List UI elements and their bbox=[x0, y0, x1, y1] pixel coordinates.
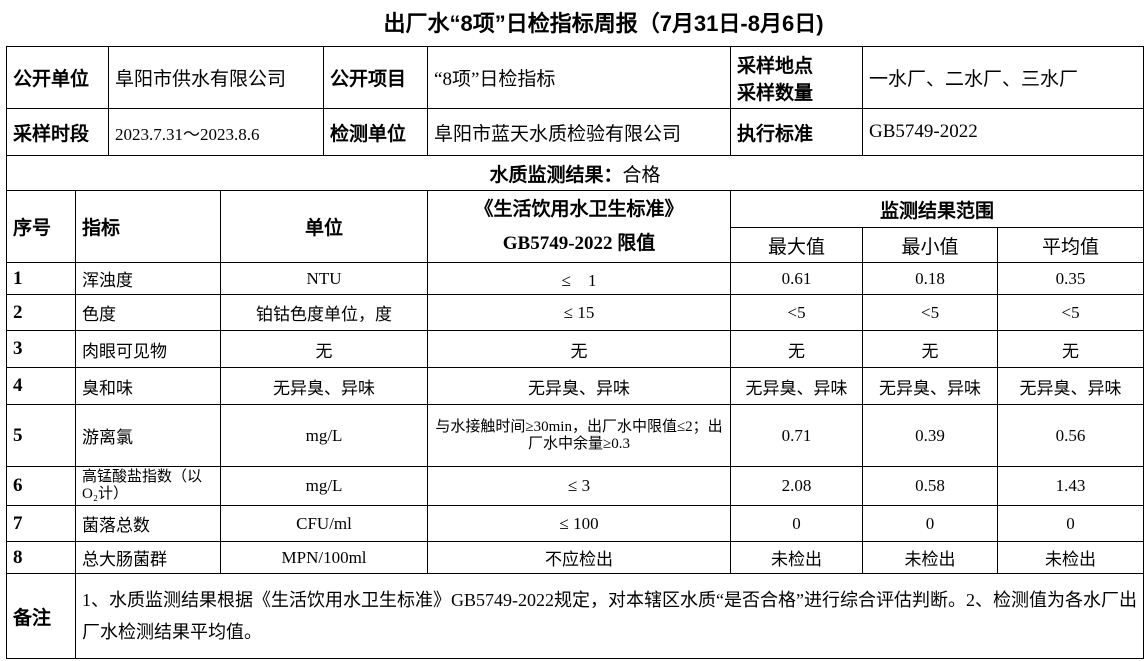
cell-indicator: 肉眼可见物 bbox=[74, 330, 222, 368]
cell-min: 0.39 bbox=[862, 404, 999, 467]
cell-unit: mg/L bbox=[220, 466, 429, 506]
cell-limit: ≤ 100 bbox=[427, 505, 732, 542]
table-row: 7 菌落总数 CFU/ml ≤ 100 0 0 0 bbox=[6, 505, 1145, 542]
item-label: 公开项目 bbox=[323, 46, 429, 109]
table-row: 8 总大肠菌群 MPN/100ml 不应检出 未检出 未检出 未检出 bbox=[6, 541, 1145, 574]
cell-min: 无 bbox=[862, 330, 999, 368]
cell-max: 0.61 bbox=[730, 262, 864, 295]
header-limit: 《生活饮用水卫生标准》 GB5749-2022 限值 bbox=[427, 190, 732, 263]
cell-avg: <5 bbox=[997, 294, 1145, 331]
cell-unit: mg/L bbox=[220, 404, 429, 467]
cell-limit: ≤ 1 bbox=[427, 262, 732, 295]
cell-no: 8 bbox=[6, 541, 76, 574]
cell-avg: 0.35 bbox=[997, 262, 1145, 295]
std-value: GB5749-2022 bbox=[862, 108, 1145, 156]
cell-max: 0.71 bbox=[730, 404, 864, 467]
header-indicator: 指标 bbox=[74, 190, 222, 263]
cell-max: 0 bbox=[730, 505, 864, 542]
header-limit-1: 《生活饮用水卫生标准》 bbox=[474, 198, 684, 220]
result-row: 水质监测结果：合格 bbox=[5, 155, 1145, 191]
cell-unit: CFU/ml bbox=[220, 505, 429, 542]
table-row: 3 肉眼可见物无无无无无 bbox=[6, 330, 1145, 368]
lab-value: 阜阳市蓝天水质检验有限公司 bbox=[427, 108, 732, 156]
unit-value: 阜阳市供水有限公司 bbox=[108, 46, 325, 109]
cell-indicator: 浑浊度 bbox=[74, 262, 222, 295]
table-row: 6 高锰酸盐指数（以O₂计） mg/L ≤ 3 2.08 0.58 1.43 bbox=[6, 466, 1145, 506]
table-row: 2 色度 铂钴色度单位，度 ≤ 15 <5 <5 <5 bbox=[6, 294, 1145, 331]
table-row: 4 臭和味 无异臭、异味 无异臭、异味 无异臭、异味 无异臭、异味 无异臭、异味 bbox=[6, 367, 1145, 405]
cell-indicator: 臭和味 bbox=[74, 367, 222, 405]
lab-label: 检测单位 bbox=[323, 108, 429, 156]
site-label-1: 采样地点 bbox=[737, 55, 814, 77]
cell-avg: 0 bbox=[997, 505, 1145, 542]
cell-min: 0 bbox=[862, 505, 999, 542]
report-table: 公开单位 阜阳市供水有限公司 公开项目 “8项”日检指标 采样地点采样数量 一水… bbox=[5, 46, 1145, 659]
cell-unit: 无异臭、异味 bbox=[220, 367, 429, 405]
cell-avg: 未检出 bbox=[997, 541, 1145, 574]
cell-limit: 不应检出 bbox=[427, 541, 732, 574]
cell-max: 未检出 bbox=[730, 541, 864, 574]
result-label: 水质监测结果： bbox=[489, 164, 623, 186]
header-no: 序号 bbox=[6, 190, 76, 263]
header-limit-2: GB5749-2022 限值 bbox=[502, 232, 656, 254]
cell-indicator: 菌落总数 bbox=[74, 505, 222, 542]
cell-min: <5 bbox=[862, 294, 999, 331]
unit-label: 公开单位 bbox=[5, 46, 110, 109]
cell-no: 2 bbox=[6, 294, 76, 331]
remarks-text: 1、水质监测结果根据《生活饮用水卫生标准》GB5749-2022规定，对本辖区水… bbox=[74, 573, 1145, 659]
cell-no: 1 bbox=[6, 262, 76, 295]
site-label-2: 采样数量 bbox=[737, 82, 814, 104]
cell-min: 0.58 bbox=[862, 466, 999, 506]
cell-max: 无异臭、异味 bbox=[730, 367, 864, 405]
site-label: 采样地点 采样数量 bbox=[730, 46, 864, 109]
cell-unit: 无 bbox=[220, 330, 429, 368]
period-value: 2023.7.31～2023.8.6 bbox=[108, 108, 325, 156]
std-label: 执行标准 bbox=[730, 108, 864, 156]
cell-min: 无异臭、异味 bbox=[862, 367, 999, 405]
header-range: 监测结果范围 bbox=[730, 190, 1145, 228]
cell-limit: 与水接触时间≥30min，出厂水中限值≤2；出厂水中余量≥0.3 bbox=[427, 404, 732, 467]
cell-limit: ≤ 3 bbox=[427, 466, 732, 506]
cell-no: 7 bbox=[6, 505, 76, 542]
result-value: 合格 bbox=[622, 164, 661, 186]
table-row: 5 游离氯 mg/L 与水接触时间≥30min，出厂水中限值≤2；出厂水中余量≥0.3… bbox=[6, 404, 1145, 467]
cell-max: <5 bbox=[730, 294, 864, 331]
cell-avg: 无 bbox=[997, 330, 1145, 368]
cell-indicator: 色度 bbox=[74, 294, 222, 331]
cell-no: 5 bbox=[6, 404, 76, 467]
cell-indicator: 总大肠菌群 bbox=[74, 541, 222, 574]
page-title: 出厂水“8项”日检指标周报（7月31日-8月6日) bbox=[383, 11, 824, 36]
cell-limit: 无异臭、异味 bbox=[427, 367, 732, 405]
cell-unit: 铂钴色度单位，度 bbox=[220, 294, 429, 331]
item-value: “8项”日检指标 bbox=[427, 46, 732, 109]
cell-limit: ≤ 15 bbox=[427, 294, 732, 331]
period-label: 采样时段 bbox=[5, 108, 110, 156]
cell-no: 6 bbox=[6, 466, 76, 506]
cell-limit: 无 bbox=[427, 330, 732, 368]
cell-avg: 0.56 bbox=[997, 404, 1145, 467]
cell-max: 2.08 bbox=[730, 466, 864, 506]
header-min: 最小值 bbox=[862, 227, 999, 263]
header-max: 最大值 bbox=[730, 227, 864, 263]
cell-unit: NTU bbox=[220, 262, 429, 295]
header-unit: 单位 bbox=[220, 190, 429, 263]
cell-indicator: 游离氯 bbox=[74, 404, 222, 467]
table-row: 1 浑浊度 NTU ≤ 1 0.61 0.18 0.35 bbox=[6, 262, 1145, 295]
cell-no: 4 bbox=[6, 367, 76, 405]
cell-avg: 无异臭、异味 bbox=[997, 367, 1145, 405]
cell-unit: MPN/100ml bbox=[220, 541, 429, 574]
site-value: 一水厂、二水厂、三水厂 bbox=[862, 46, 1145, 109]
cell-avg: 1.43 bbox=[997, 466, 1145, 506]
cell-no: 3 bbox=[6, 330, 76, 368]
cell-min: 0.18 bbox=[862, 262, 999, 295]
cell-indicator: 高锰酸盐指数（以O₂计） bbox=[74, 466, 222, 506]
remarks-label: 备注 bbox=[6, 573, 76, 659]
cell-max: 无 bbox=[730, 330, 864, 368]
header-avg: 平均值 bbox=[997, 227, 1145, 263]
cell-min: 未检出 bbox=[862, 541, 999, 574]
